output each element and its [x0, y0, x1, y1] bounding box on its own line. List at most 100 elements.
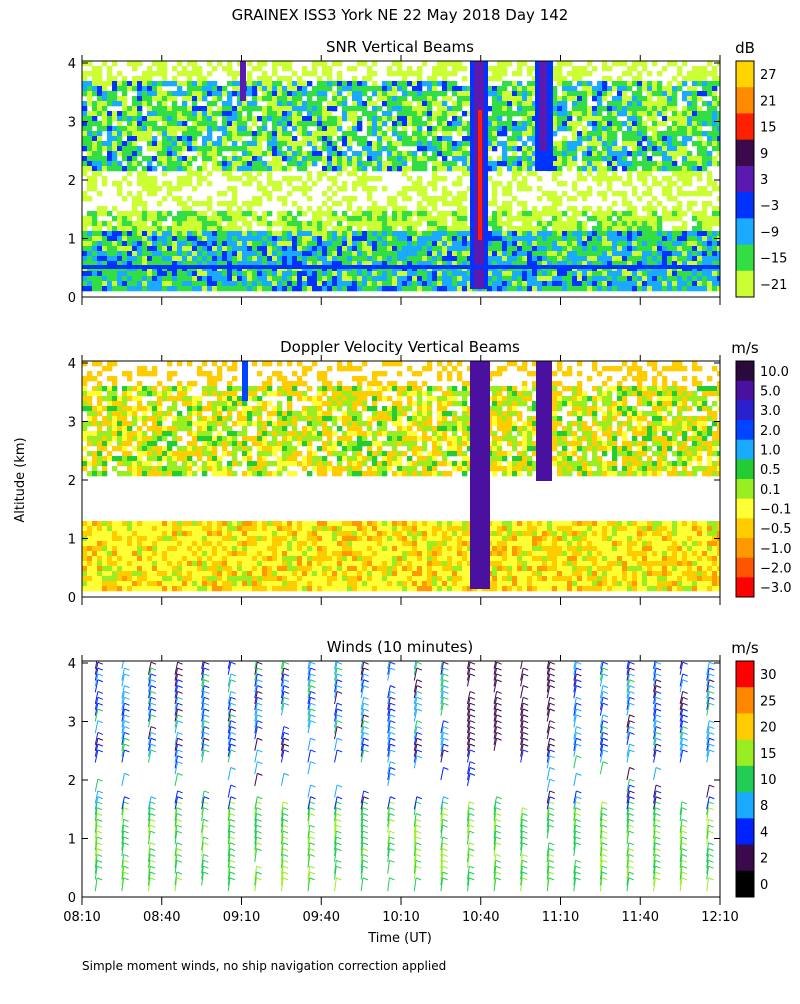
- y-tick-label: 4: [68, 57, 76, 72]
- y-tick-label: 0: [68, 591, 76, 606]
- doppler-panel-title: Doppler Velocity Vertical Beams: [280, 338, 520, 356]
- colorbar-label: 0.5: [760, 463, 781, 478]
- colorbar-swatch: [736, 87, 754, 114]
- colorbar-swatch: [736, 140, 754, 167]
- colorbar-swatch: [736, 459, 754, 479]
- colorbar-label: −0.1: [760, 503, 792, 518]
- colorbar-swatch: [736, 499, 754, 519]
- doppler-column-3: [242, 361, 248, 401]
- colorbar-label: 20: [760, 721, 777, 736]
- y-axis-label: Altitude (km): [13, 437, 28, 522]
- doppler-rain-column: [470, 361, 490, 589]
- doppler-column-2: [536, 361, 552, 481]
- colorbar-label: 15: [760, 747, 777, 762]
- colorbar-label: 10: [760, 773, 777, 788]
- colorbar-swatch: [736, 713, 754, 740]
- colorbar-label: −15: [760, 252, 787, 267]
- x-tick-label: 10:10: [382, 910, 419, 925]
- footer-note: Simple moment winds, no ship navigation …: [82, 959, 446, 973]
- colorbar-label: 9: [760, 147, 768, 162]
- y-tick-label: 1: [68, 533, 76, 548]
- colorbar-swatch: [736, 245, 754, 272]
- y-tick-label: 4: [68, 357, 76, 372]
- colorbar-unit: dB: [735, 39, 755, 57]
- y-tick-label: 2: [68, 174, 76, 189]
- colorbar-swatch: [736, 871, 754, 898]
- doppler-heatmap: [82, 361, 722, 591]
- colorbar-label: 15: [760, 121, 777, 136]
- colorbar-label: −1.0: [760, 542, 792, 557]
- colorbar-swatch: [736, 271, 754, 298]
- colorbar-unit: m/s: [731, 639, 759, 657]
- y-tick-label: 2: [68, 474, 76, 489]
- colorbar-label: 30: [760, 668, 777, 683]
- y-tick-label: 2: [68, 774, 76, 789]
- y-tick-label: 3: [68, 716, 76, 731]
- colorbar-swatch: [736, 420, 754, 440]
- colorbar-swatch: [736, 661, 754, 688]
- colorbar-swatch: [736, 766, 754, 793]
- colorbar-swatch: [736, 538, 754, 558]
- colorbar-label: −3.0: [760, 581, 792, 596]
- colorbar-swatch: [736, 518, 754, 538]
- x-tick-label: 10:40: [462, 910, 499, 925]
- colorbar-swatch: [736, 818, 754, 845]
- colorbar-label: 3: [760, 173, 768, 188]
- snr-column-2-core: [539, 61, 547, 151]
- x-tick-label: 09:40: [303, 910, 340, 925]
- x-tick-label: 08:40: [143, 910, 180, 925]
- colorbar-swatch: [736, 687, 754, 714]
- y-tick-label: 0: [68, 891, 76, 906]
- colorbar-label: 0: [760, 878, 768, 893]
- colorbar-label: 10.0: [760, 365, 789, 380]
- colorbar-label: 4: [760, 825, 768, 840]
- snr-rain-max: [478, 110, 482, 240]
- colorbar-label: −9: [760, 225, 779, 240]
- wind-barbs: [95, 656, 714, 891]
- y-tick-label: 1: [68, 233, 76, 248]
- colorbar-swatch: [736, 558, 754, 578]
- colorbar-label: −3: [760, 199, 779, 214]
- colorbar-label: 8: [760, 799, 768, 814]
- colorbar-swatch: [736, 845, 754, 872]
- y-tick-label: 0: [68, 291, 76, 306]
- colorbar-label: 3.0: [760, 404, 781, 419]
- colorbar-swatch: [736, 479, 754, 499]
- snr-column-3: [240, 61, 246, 101]
- doppler-panel: Doppler Velocity Vertical Beams m/s10.0 5…: [82, 338, 792, 598]
- colorbar-label: 1.0: [760, 444, 781, 459]
- colorbar-label: 25: [760, 694, 777, 709]
- colorbar-label: −0.5: [760, 522, 792, 537]
- x-tick-label: 12:10: [701, 910, 738, 925]
- colorbar-unit: m/s: [731, 339, 759, 357]
- colorbar-swatch: [736, 192, 754, 219]
- colorbar-label: −2.0: [760, 562, 792, 577]
- x-tick-label: 11:10: [542, 910, 579, 925]
- colorbar-swatch: [736, 113, 754, 140]
- page-title: GRAINEX ISS3 York NE 22 May 2018 Day 142: [232, 6, 569, 24]
- plot-frame: [82, 661, 720, 897]
- colorbar-label: 21: [760, 94, 777, 109]
- colorbar-swatch: [736, 400, 754, 420]
- colorbar-swatch: [736, 61, 754, 88]
- x-axis-label: Time (UT): [367, 931, 432, 946]
- colorbar-label: 5.0: [760, 385, 781, 400]
- x-tick-label: 09:10: [223, 910, 260, 925]
- colorbar-label: −21: [760, 278, 787, 293]
- y-tick-label: 3: [68, 416, 76, 431]
- colorbar-swatch: [736, 361, 754, 381]
- y-tick-label: 1: [68, 833, 76, 848]
- colorbar-label: 27: [760, 68, 777, 83]
- x-tick-label: 11:40: [622, 910, 659, 925]
- snr-heatmap: [82, 61, 722, 291]
- colorbar-label: 2.0: [760, 424, 781, 439]
- colorbar-swatch: [736, 166, 754, 193]
- y-tick-label: 3: [68, 116, 76, 131]
- winds-panel-title: Winds (10 minutes): [327, 638, 474, 656]
- colorbar-swatch: [736, 740, 754, 767]
- snr-band: [82, 265, 720, 269]
- x-tick-label: 08:10: [63, 910, 100, 925]
- colorbar-swatch: [736, 440, 754, 460]
